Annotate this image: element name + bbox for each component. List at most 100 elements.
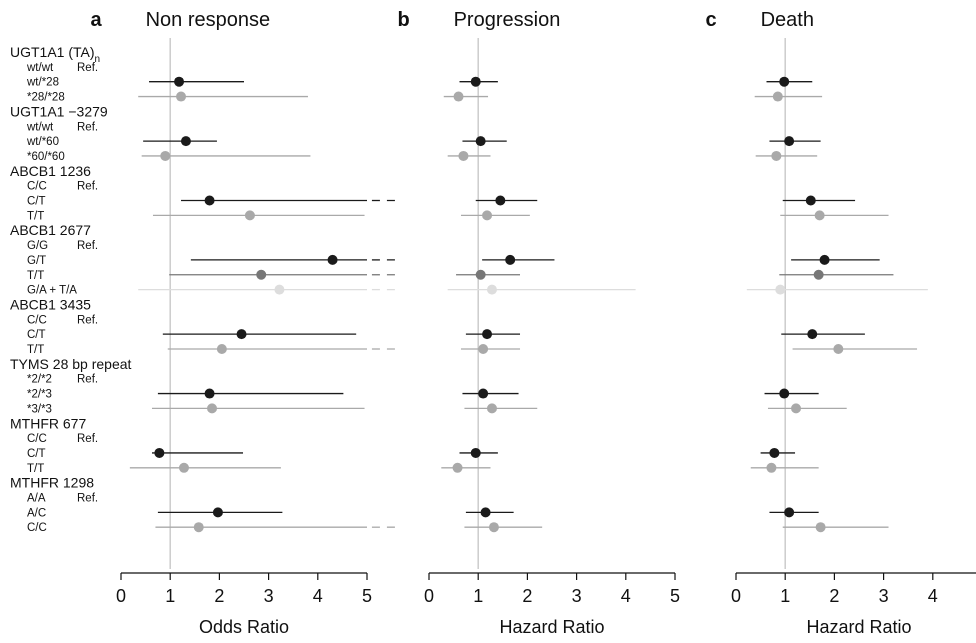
gene-label-subscript: n xyxy=(95,54,101,65)
gene-label: TYMS 28 bp repeat xyxy=(10,356,132,372)
reference-label: Ref. xyxy=(77,433,98,445)
x-tick-label: 4 xyxy=(621,586,631,606)
panel-letter: a xyxy=(91,9,103,31)
reference-label: Ref. xyxy=(77,121,98,133)
genotype-label: T/T xyxy=(27,344,44,356)
point-estimate xyxy=(505,254,516,265)
reference-label: Ref. xyxy=(77,493,98,505)
x-tick-label: 3 xyxy=(572,586,582,606)
point-estimate xyxy=(784,507,795,518)
genotype-label: wt/*60 xyxy=(26,136,59,148)
point-estimate xyxy=(779,76,790,87)
genotype-label: wt/wt xyxy=(26,121,54,133)
gene-label: MTHFR 1298 xyxy=(10,475,94,491)
point-estimate xyxy=(766,462,777,473)
reference-label: Ref. xyxy=(77,181,98,193)
genotype-label: G/A + T/A xyxy=(27,285,77,297)
point-estimate xyxy=(814,210,825,221)
genotype-label: T/T xyxy=(27,210,44,222)
point-estimate xyxy=(771,150,782,161)
point-estimate xyxy=(160,150,171,161)
genotype-label: A/A xyxy=(27,493,46,505)
point-estimate xyxy=(482,329,493,340)
panel-letter: c xyxy=(706,9,717,31)
point-estimate xyxy=(478,388,489,399)
point-estimate xyxy=(779,388,790,399)
point-estimate xyxy=(453,91,464,102)
genotype-label: A/C xyxy=(27,507,46,519)
x-tick-label: 1 xyxy=(780,586,790,606)
point-estimate xyxy=(813,269,824,280)
x-tick-label: 4 xyxy=(313,586,323,606)
genotype-label: T/T xyxy=(27,463,44,475)
gene-label: UGT1A1 −3279 xyxy=(10,103,108,119)
genotype-label: *2/*2 xyxy=(27,374,52,386)
genotype-label: C/C xyxy=(27,181,47,193)
point-estimate xyxy=(807,329,818,340)
genotype-label: C/C xyxy=(27,433,47,445)
point-estimate xyxy=(775,284,786,295)
point-estimate xyxy=(805,195,816,206)
genotype-label: G/T xyxy=(27,255,46,267)
point-estimate xyxy=(815,522,826,533)
point-estimate xyxy=(274,284,285,295)
genotype-label: *28/*28 xyxy=(27,92,65,104)
x-axis-title: Hazard Ratio xyxy=(806,617,911,637)
point-estimate xyxy=(486,403,497,414)
point-estimate xyxy=(178,462,189,473)
reference-label: Ref. xyxy=(77,62,98,74)
point-estimate xyxy=(176,91,187,102)
x-tick-label: 3 xyxy=(879,586,889,606)
point-estimate xyxy=(486,284,497,295)
point-estimate xyxy=(204,388,215,399)
panel-letter: b xyxy=(397,9,409,31)
gene-label: ABCB1 3435 xyxy=(10,296,91,312)
point-estimate xyxy=(495,195,506,206)
genotype-label: *3/*3 xyxy=(27,403,52,415)
x-axis-title: Odds Ratio xyxy=(199,617,289,637)
x-tick-label: 5 xyxy=(670,586,680,606)
gene-label: MTHFR 677 xyxy=(10,415,86,431)
point-estimate xyxy=(482,210,493,221)
x-tick-label: 0 xyxy=(116,586,126,606)
x-tick-label: 2 xyxy=(522,586,532,606)
genotype-label: wt/*28 xyxy=(26,77,59,89)
point-estimate xyxy=(256,269,267,280)
point-estimate xyxy=(470,447,481,458)
point-estimate xyxy=(784,136,795,147)
genotype-label: C/C xyxy=(27,314,47,326)
point-estimate xyxy=(772,91,783,102)
x-tick-label: 3 xyxy=(264,586,274,606)
genotype-label: C/T xyxy=(27,448,46,460)
genotype-label: C/T xyxy=(27,196,46,208)
x-tick-label: 2 xyxy=(829,586,839,606)
point-estimate xyxy=(791,403,802,414)
x-tick-label: 4 xyxy=(928,586,938,606)
x-tick-label: 1 xyxy=(473,586,483,606)
point-estimate xyxy=(769,447,780,458)
point-estimate xyxy=(244,210,255,221)
point-estimate xyxy=(470,76,481,87)
x-tick-label: 0 xyxy=(424,586,434,606)
point-estimate xyxy=(180,136,191,147)
panel-title: Progression xyxy=(454,9,561,31)
genotype-label: T/T xyxy=(27,270,44,282)
x-tick-label: 1 xyxy=(165,586,175,606)
x-tick-label: 5 xyxy=(362,586,372,606)
gene-label: ABCB1 1236 xyxy=(10,163,91,179)
point-estimate xyxy=(204,195,215,206)
x-axis-title: Hazard Ratio xyxy=(499,617,604,637)
genotype-label: *2/*3 xyxy=(27,389,52,401)
point-estimate xyxy=(174,76,185,87)
point-estimate xyxy=(154,447,165,458)
reference-label: Ref. xyxy=(77,374,98,386)
reference-label: Ref. xyxy=(77,314,98,326)
point-estimate xyxy=(207,403,218,414)
gene-label: ABCB1 2677 xyxy=(10,222,91,238)
point-estimate xyxy=(833,344,844,354)
panel-title: Non response xyxy=(146,9,271,31)
point-estimate xyxy=(480,507,491,518)
genotype-label: G/G xyxy=(27,240,48,252)
